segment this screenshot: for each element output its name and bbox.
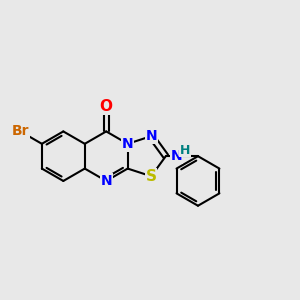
Text: N: N xyxy=(100,174,112,188)
Text: Br: Br xyxy=(12,124,29,138)
Text: N: N xyxy=(122,137,134,151)
Text: O: O xyxy=(100,99,113,114)
Text: N: N xyxy=(146,129,157,143)
Text: S: S xyxy=(146,169,157,184)
Text: N: N xyxy=(171,149,183,163)
Text: H: H xyxy=(180,143,190,157)
